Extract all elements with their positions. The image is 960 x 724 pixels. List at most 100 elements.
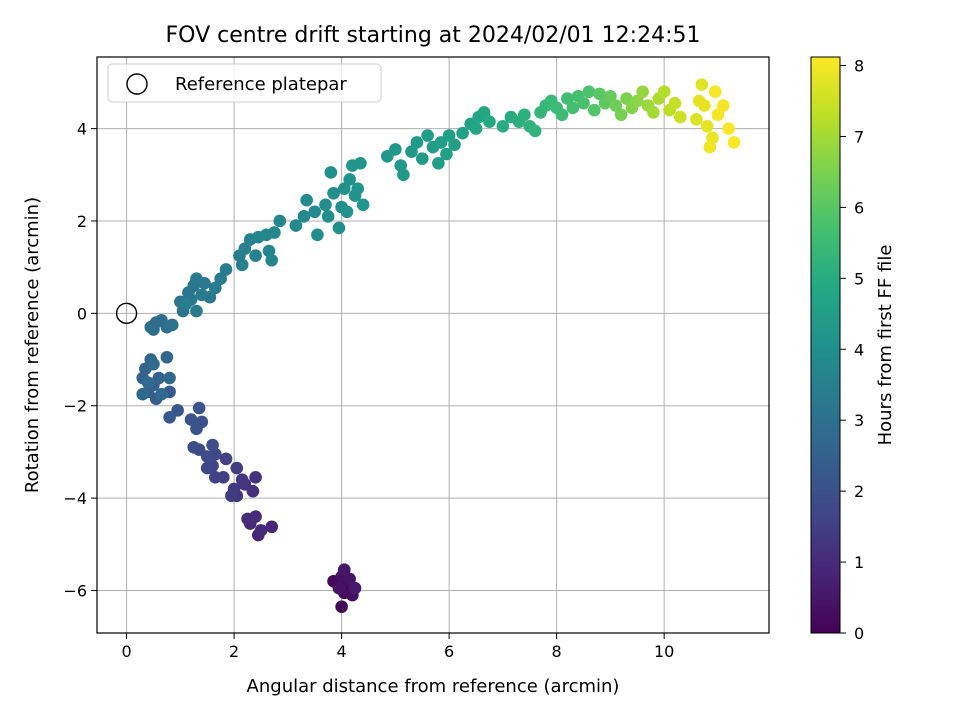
data-point — [249, 249, 262, 262]
colorbar-label: Hours from first FF file — [875, 245, 896, 446]
colorbar-ticks: 0 1 2 3 4 5 6 7 8 — [840, 57, 864, 643]
data-point — [690, 113, 703, 126]
colorbar-tick-label: 7 — [854, 127, 864, 146]
data-points — [136, 78, 741, 613]
colorbar-gradient — [810, 56, 841, 634]
data-point — [343, 572, 356, 586]
x-axis-label: Angular distance from reference (arcmin) — [247, 676, 620, 697]
data-point — [496, 119, 510, 133]
data-point — [483, 115, 496, 128]
data-point — [160, 350, 174, 364]
data-point — [518, 108, 531, 122]
data-point — [440, 147, 453, 161]
data-point — [343, 173, 356, 186]
data-point — [692, 94, 706, 108]
data-point — [708, 85, 722, 98]
data-point — [184, 413, 198, 426]
data-point — [324, 166, 338, 179]
data-point — [219, 263, 233, 276]
data-point — [136, 387, 149, 401]
data-point — [421, 129, 434, 142]
y-tick-label: −2 — [63, 397, 87, 416]
data-point — [410, 136, 424, 149]
data-point — [722, 122, 735, 135]
data-point — [703, 140, 717, 154]
data-point — [321, 210, 335, 223]
data-point — [405, 145, 418, 158]
data-point — [300, 193, 313, 207]
y-axis-label: Rotation from reference (arcmin) — [22, 197, 43, 493]
data-point — [577, 96, 590, 110]
legend: Reference platepar — [107, 63, 382, 103]
data-point — [636, 85, 649, 98]
plot-frame — [96, 56, 770, 634]
data-point — [582, 85, 596, 98]
data-point — [187, 441, 201, 454]
data-point — [695, 78, 709, 92]
data-point — [265, 520, 279, 534]
data-point — [311, 228, 324, 242]
data-point — [249, 471, 262, 484]
data-point — [238, 242, 252, 255]
data-point — [163, 371, 176, 385]
data-point — [147, 357, 160, 371]
data-point — [604, 89, 617, 103]
data-point — [219, 452, 233, 466]
data-point — [711, 108, 725, 122]
data-point — [198, 277, 211, 290]
x-tick-label: 0 — [121, 642, 131, 661]
data-point — [593, 87, 606, 101]
data-point — [337, 182, 351, 195]
y-tick-label: −4 — [63, 489, 87, 508]
data-point — [297, 210, 311, 223]
data-point — [200, 450, 214, 463]
data-point — [208, 471, 222, 484]
colorbar-tick-label: 3 — [854, 411, 864, 430]
data-point — [308, 205, 322, 219]
data-point — [587, 103, 601, 117]
data-point — [528, 124, 542, 138]
data-point — [179, 297, 193, 311]
colorbar: 0 1 2 3 4 5 6 7 8 Hours from first FF file — [810, 56, 896, 643]
data-point — [319, 198, 332, 212]
x-tick-label: 2 — [229, 642, 239, 661]
data-point — [268, 226, 281, 239]
data-point — [190, 304, 203, 318]
data-point — [147, 323, 160, 336]
data-point — [673, 110, 687, 124]
colorbar-tick-label: 4 — [854, 340, 864, 359]
y-tick-label: 2 — [77, 212, 87, 231]
legend-label: Reference platepar — [175, 74, 347, 95]
y-tick-label: 0 — [77, 304, 87, 323]
chart-title: FOV centre drift starting at 2024/02/01 … — [166, 23, 701, 48]
x-tick-label: 4 — [337, 642, 347, 661]
data-point — [152, 371, 166, 385]
reference-marker — [115, 302, 138, 325]
data-point — [415, 152, 429, 165]
data-point — [155, 387, 168, 401]
data-point — [356, 198, 370, 212]
data-point — [340, 205, 354, 219]
data-point — [332, 221, 346, 235]
data-point — [332, 581, 346, 595]
colorbar-tick-label: 1 — [854, 553, 864, 572]
data-point — [647, 106, 660, 119]
data-point — [235, 258, 249, 272]
data-point — [214, 272, 227, 286]
y-axis-ticks: −6 −4 −2 0 2 4 — [63, 120, 97, 601]
data-point — [235, 473, 249, 486]
data-point — [208, 281, 222, 295]
data-point — [700, 119, 714, 133]
data-point — [717, 99, 730, 112]
data-point — [165, 318, 179, 332]
data-point — [195, 288, 209, 302]
data-point — [555, 108, 569, 122]
colorbar-tick-label: 5 — [854, 269, 864, 288]
x-tick-label: 8 — [552, 642, 562, 661]
data-point — [668, 96, 682, 110]
data-point — [141, 376, 155, 389]
colorbar-tick-label: 8 — [854, 57, 864, 76]
grid — [97, 57, 769, 633]
data-point — [566, 101, 580, 115]
